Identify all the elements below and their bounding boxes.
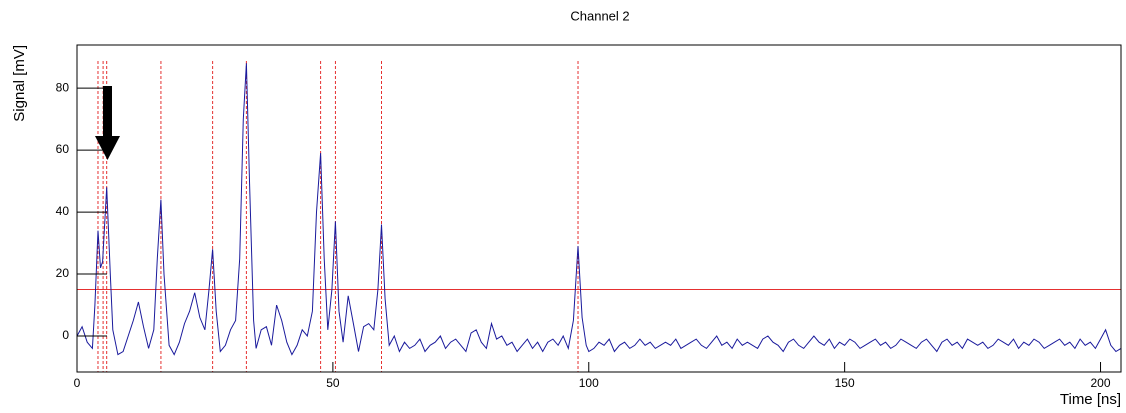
y-tick-label: 80 — [56, 80, 70, 94]
y-tick-label: 20 — [56, 266, 70, 280]
x-tick-label: 0 — [74, 376, 81, 390]
y-tick-label: 40 — [56, 204, 70, 218]
x-tick-label: 100 — [579, 376, 599, 390]
arrow — [95, 86, 120, 160]
x-tick-label: 150 — [835, 376, 855, 390]
plot-area — [76, 61, 1122, 372]
waveform — [76, 63, 1122, 356]
chart-title: Channel 2 — [570, 8, 629, 23]
x-tick-label: 200 — [1091, 376, 1111, 390]
x-axis-label: Time [ns] — [1060, 391, 1121, 408]
frame — [76, 44, 1122, 373]
x-tick-label: 50 — [326, 376, 340, 390]
y-tick-label: 0 — [62, 328, 69, 342]
y-axis-label: Signal [mV] — [11, 45, 28, 122]
y-tick-label: 60 — [56, 142, 70, 156]
